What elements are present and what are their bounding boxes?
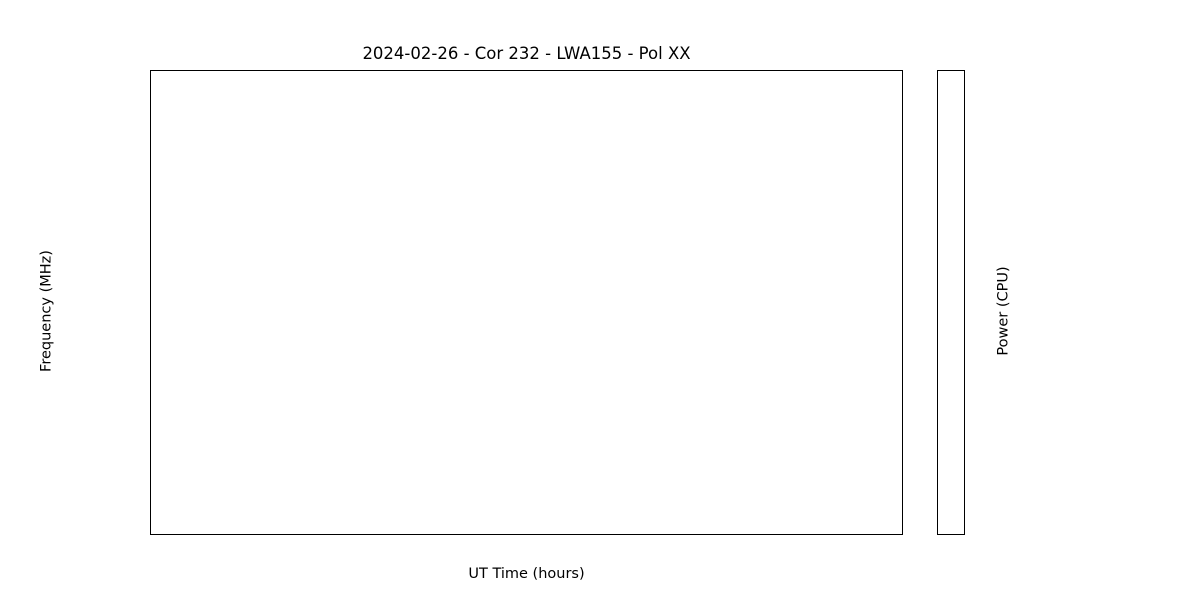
colorbar-gradient	[938, 71, 964, 534]
x-axis-label: UT Time (hours)	[468, 566, 585, 582]
y-axis-label: Frequency (MHz)	[38, 250, 55, 372]
spectrogram-image	[151, 71, 902, 534]
spectrogram-plot-area	[150, 70, 903, 535]
colorbar	[937, 70, 965, 535]
page-title: 2024-02-26 - Cor 232 - LWA155 - Pol XX	[362, 44, 691, 63]
colorbar-label: Power (CPU)	[995, 266, 1012, 356]
